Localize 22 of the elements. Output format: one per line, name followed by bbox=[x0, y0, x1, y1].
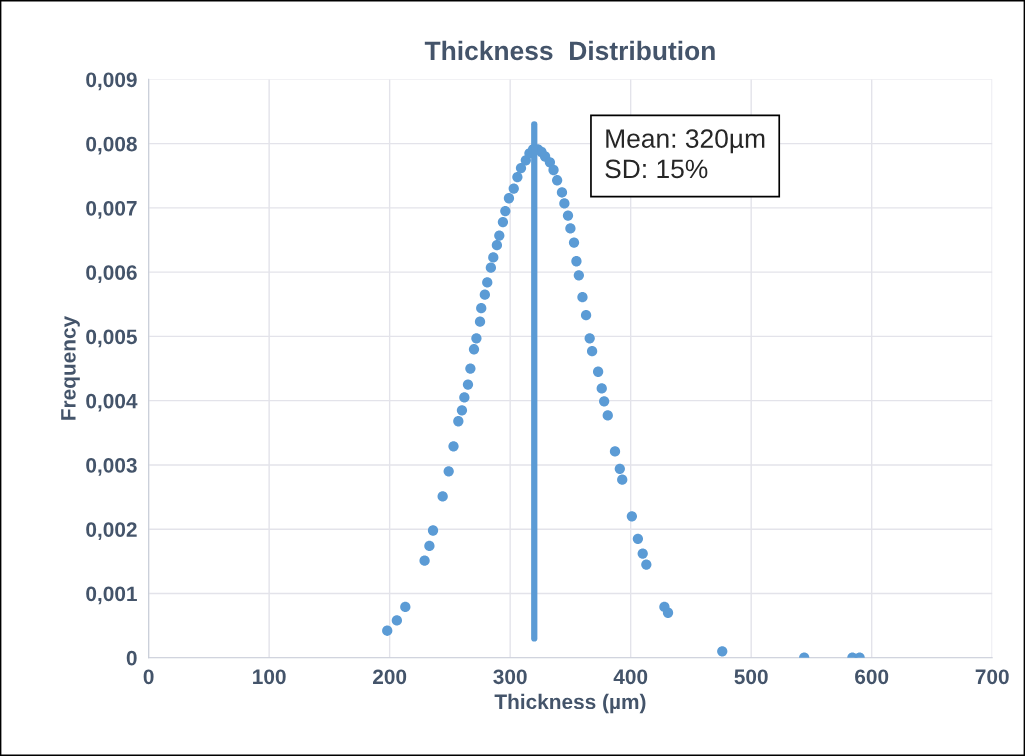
x-axis-title: Thickness (µm) bbox=[494, 693, 646, 714]
y-axis-title: Frequency bbox=[61, 315, 80, 420]
x-tick-label: 100 bbox=[253, 669, 286, 685]
y-tick-label: 0,003 bbox=[86, 457, 137, 476]
y-tick-label: 0,005 bbox=[86, 329, 137, 348]
x-tick-label: 600 bbox=[855, 669, 889, 685]
y-tick-label: 0,006 bbox=[86, 265, 137, 283]
x-tick-label: 300 bbox=[493, 669, 527, 685]
y-tick-label: 0,004 bbox=[86, 393, 138, 412]
x-tick-label: 200 bbox=[372, 669, 407, 685]
x-tick-label: 500 bbox=[734, 669, 768, 685]
x-tick-label: 700 bbox=[975, 669, 1009, 685]
y-tick-label: 0,002 bbox=[86, 522, 137, 540]
y-tick-label: 0,009 bbox=[86, 72, 137, 91]
chart-title: Thickness Distribution bbox=[424, 40, 715, 61]
y-tick-label: 0 bbox=[126, 650, 137, 666]
x-tick-label: 400 bbox=[613, 669, 648, 685]
x-tick-label: 0 bbox=[143, 669, 154, 685]
y-tick-label: 0,007 bbox=[86, 200, 137, 219]
y-tick-label: 0,008 bbox=[86, 136, 137, 155]
y-tick-label: 0,001 bbox=[86, 586, 137, 605]
annotation: Mean: 320µm SD: 15% bbox=[605, 129, 765, 179]
